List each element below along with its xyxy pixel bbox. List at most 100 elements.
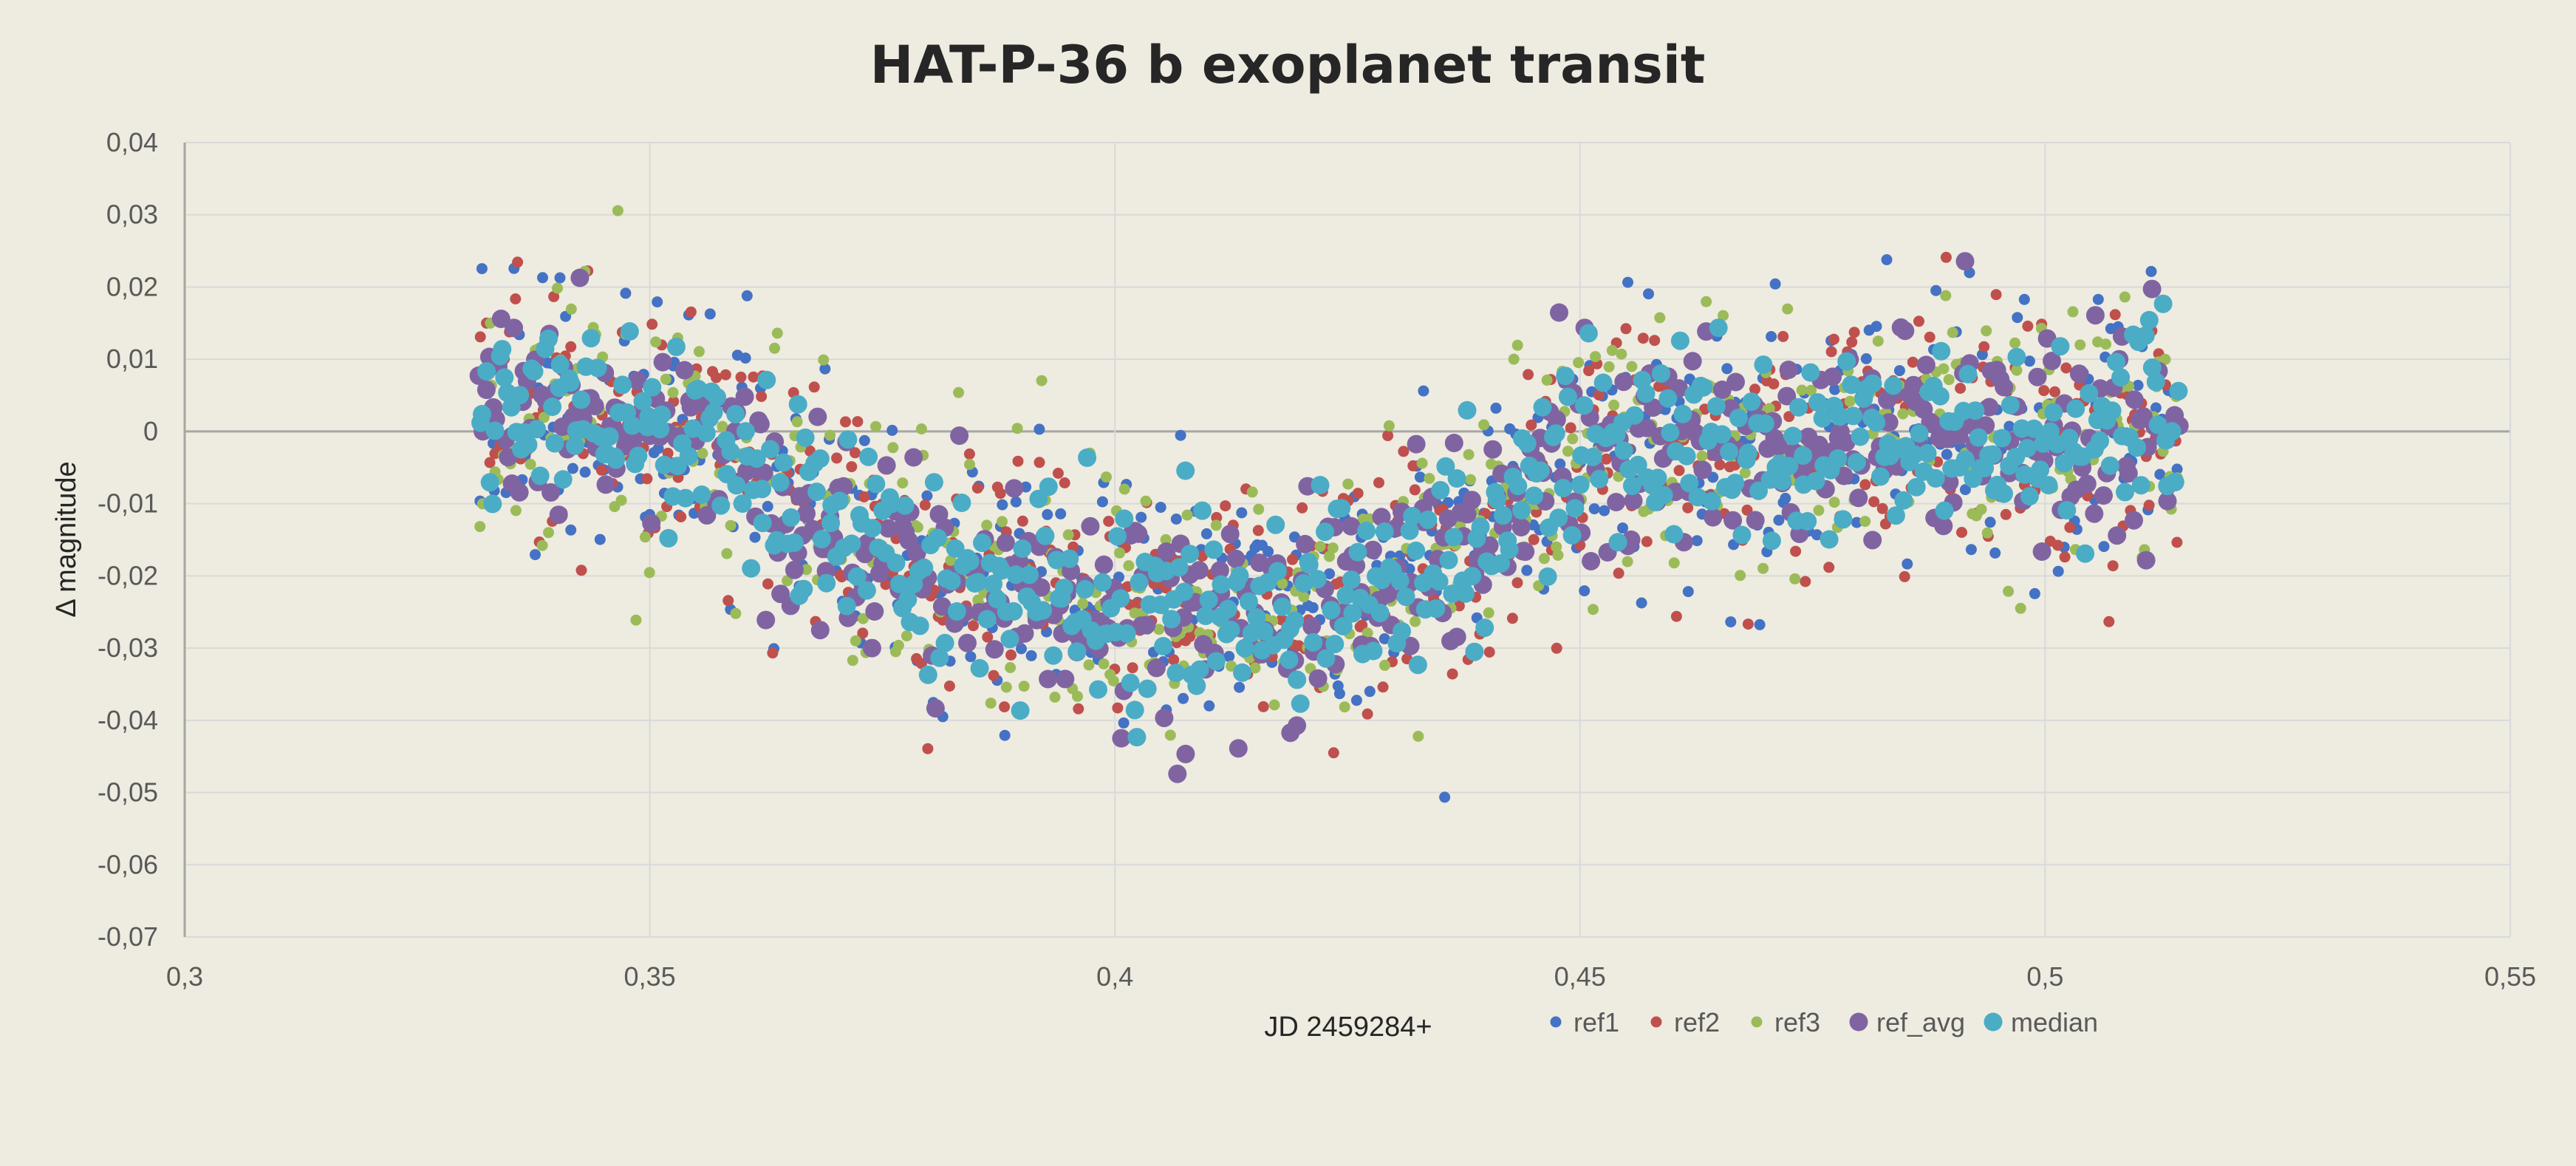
- point-ref2: [1641, 536, 1653, 548]
- point-median: [1006, 565, 1025, 584]
- point-median: [485, 421, 505, 440]
- point-median: [1966, 401, 1985, 420]
- point-ref2: [2107, 560, 2119, 572]
- point-median: [1851, 427, 1870, 446]
- point-ref1: [921, 490, 933, 502]
- point-ref_avg: [735, 387, 754, 406]
- y-tick-label: 0,02: [106, 271, 158, 301]
- point-ref_avg: [1995, 378, 2014, 397]
- point-ref_avg: [642, 514, 661, 533]
- point-median: [1019, 565, 1039, 584]
- point-median: [930, 648, 949, 667]
- point-ref1: [1691, 535, 1703, 547]
- point-median: [1268, 562, 1287, 581]
- point-ref3: [1379, 659, 1390, 671]
- point-median: [2111, 368, 2131, 387]
- point-median: [530, 466, 550, 485]
- legend-label-median: median: [2011, 1007, 2098, 1037]
- point-ref2: [1899, 570, 1910, 582]
- point-ref_avg: [1683, 352, 1702, 371]
- point-ref_avg: [1644, 398, 1663, 417]
- point-ref_avg: [2125, 390, 2144, 409]
- point-ref2: [512, 256, 524, 268]
- point-median: [1093, 573, 1112, 592]
- point-median: [1218, 599, 1237, 618]
- point-ref2: [1252, 525, 1264, 536]
- point-median: [1162, 610, 1181, 629]
- y-tick-label: -0,02: [98, 560, 158, 590]
- point-median: [1011, 701, 1030, 720]
- point-median: [992, 561, 1011, 580]
- point-ref2: [641, 473, 653, 485]
- point-median: [1780, 457, 1799, 476]
- point-ref3: [1940, 290, 1952, 301]
- point-ref2: [2064, 522, 2076, 533]
- point-median: [1230, 566, 1249, 585]
- point-ref2: [1593, 389, 1605, 400]
- point-median: [545, 434, 564, 453]
- point-median: [1343, 604, 1362, 623]
- point-ref2: [1409, 484, 1421, 496]
- point-ref3: [897, 477, 909, 489]
- point-ref2: [852, 416, 864, 428]
- point-median: [659, 528, 678, 548]
- point-ref3: [1153, 624, 1165, 635]
- point-ref1: [1175, 429, 1186, 441]
- point-ref_avg: [1624, 491, 1643, 511]
- point-median: [1013, 539, 1032, 558]
- point-median: [1332, 499, 1351, 518]
- point-ref3: [887, 442, 899, 454]
- point-ref3: [2100, 338, 2112, 350]
- point-ref_avg: [1980, 398, 1999, 417]
- point-median: [2051, 337, 2070, 356]
- point-median: [1533, 398, 1552, 417]
- point-ref1: [1599, 505, 1610, 516]
- point-ref3: [1606, 344, 1618, 356]
- point-median: [666, 337, 686, 356]
- point-ref1: [1984, 516, 1996, 528]
- point-median: [1036, 526, 1055, 545]
- point-ref_avg: [797, 504, 816, 523]
- point-ref3: [1277, 578, 1288, 590]
- point-ref1: [1870, 321, 1882, 333]
- point-median: [543, 398, 562, 416]
- point-ref3: [1701, 296, 1712, 307]
- point-median: [1166, 664, 1186, 683]
- point-ref2: [1551, 642, 1562, 654]
- point-median: [726, 405, 745, 423]
- point-median: [1661, 423, 1680, 442]
- point-median: [757, 370, 776, 389]
- y-tick-label: 0: [143, 416, 158, 446]
- point-median: [1590, 469, 1609, 488]
- point-median: [1044, 646, 1063, 665]
- point-median: [1280, 650, 1299, 669]
- point-ref3: [1140, 495, 1152, 507]
- point-median: [1060, 549, 1079, 568]
- point-ref1: [749, 531, 761, 543]
- point-median: [837, 596, 856, 616]
- point-ref3: [1538, 553, 1550, 565]
- point-ref3: [824, 429, 836, 441]
- point-ref2: [1742, 618, 1754, 630]
- point-ref_avg: [904, 448, 923, 467]
- point-ref2: [1670, 610, 1682, 622]
- point-ref2: [1823, 562, 1835, 573]
- point-median: [1288, 670, 1307, 689]
- point-median: [480, 473, 499, 492]
- point-ref3: [1763, 403, 1775, 415]
- point-median: [1636, 384, 1656, 403]
- point-median: [859, 447, 878, 466]
- point-ref1: [1930, 284, 1942, 296]
- point-ref_avg: [1447, 627, 1466, 647]
- x-tick-label: 0,3: [166, 961, 203, 992]
- point-ref1: [1780, 492, 1791, 504]
- data-points: [469, 205, 2189, 803]
- point-ref1: [1881, 254, 1893, 265]
- point-median: [581, 329, 601, 348]
- point-median: [1969, 428, 1988, 447]
- point-ref2: [1673, 465, 1685, 477]
- point-ref3: [1573, 357, 1585, 369]
- point-median: [1614, 441, 1633, 460]
- point-ref1: [2098, 541, 2110, 553]
- point-ref_avg: [1704, 508, 1723, 527]
